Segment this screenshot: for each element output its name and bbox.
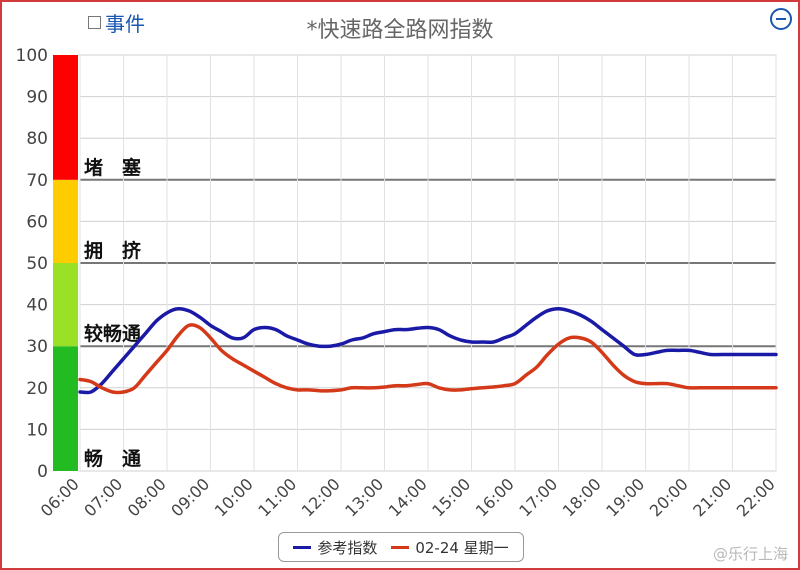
legend-item-today[interactable]: 02-24 星期一 <box>391 537 509 558</box>
x-tick-label: 08:00 <box>124 474 170 520</box>
y-tick-label: 0 <box>37 462 48 482</box>
x-tick-label: 10:00 <box>211 474 257 520</box>
collapse-icon[interactable] <box>770 8 792 30</box>
band-label: 较畅通 <box>84 322 142 345</box>
legend-label-today: 02-24 星期一 <box>415 538 509 557</box>
x-tick-label: 18:00 <box>559 474 605 520</box>
chart-legend: 参考指数 02-24 星期一 <box>278 532 524 562</box>
band-label: 畅 通 <box>84 447 142 470</box>
x-tick-label: 16:00 <box>472 474 518 520</box>
y-tick-label: 80 <box>26 129 48 149</box>
x-tick-label: 15:00 <box>428 474 474 520</box>
x-tick-label: 13:00 <box>341 474 387 520</box>
series-line-1 <box>78 323 778 395</box>
watermark: @乐行上海 <box>712 545 788 563</box>
band-2 <box>53 179 78 263</box>
event-label: 事件 <box>105 12 145 36</box>
x-tick-label: 17:00 <box>515 474 561 520</box>
legend-swatch-today <box>391 545 410 549</box>
legend-item-reference[interactable]: 参考指数 <box>293 537 377 558</box>
band-3 <box>53 55 78 180</box>
x-tick-label: 07:00 <box>80 474 126 520</box>
x-tick-label: 14:00 <box>385 474 431 520</box>
x-tick-label: 09:00 <box>167 474 213 520</box>
x-tick-label: 12:00 <box>298 474 344 520</box>
y-tick-label: 20 <box>26 379 48 399</box>
x-tick-label: 11:00 <box>254 474 300 520</box>
legend-label-reference: 参考指数 <box>317 538 378 557</box>
y-tick-label: 30 <box>26 337 48 357</box>
y-tick-label: 70 <box>26 171 48 191</box>
x-tick-label: 19:00 <box>602 474 648 520</box>
y-tick-label: 60 <box>26 212 48 232</box>
x-tick-label: 22:00 <box>733 474 779 520</box>
band-label: 堵 塞 <box>84 156 142 179</box>
x-tick-label: 21:00 <box>689 474 735 520</box>
series-line-0 <box>78 306 778 395</box>
y-tick-label: 90 <box>26 88 48 108</box>
band-label: 拥 挤 <box>84 239 142 262</box>
y-tick-label: 10 <box>26 420 48 440</box>
legend-swatch-reference <box>293 545 312 549</box>
band-1 <box>53 263 78 347</box>
y-tick-label: 100 <box>16 46 48 66</box>
chart-title: *快速路全路网指数 <box>306 18 494 43</box>
y-tick-label: 40 <box>26 296 48 316</box>
band-0 <box>53 346 78 471</box>
y-tick-label: 50 <box>26 254 48 274</box>
x-tick-label: 20:00 <box>646 474 692 520</box>
event-toggle[interactable]: 事件 <box>88 8 145 37</box>
event-checkbox[interactable] <box>88 16 101 29</box>
